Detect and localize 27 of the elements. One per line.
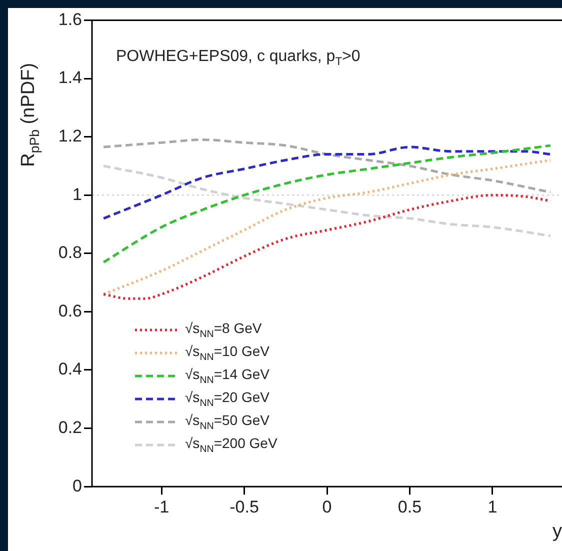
legend-label: √s$_{NN}$=20 GeV bbox=[185, 388, 270, 408]
y-tick-label: 1.6 bbox=[58, 10, 82, 29]
line-series bbox=[102, 146, 552, 220]
legend-label: √s$_{NN}$=50 GeV bbox=[185, 412, 270, 432]
x-tick-label: 0 bbox=[322, 497, 332, 516]
line-series bbox=[102, 158, 552, 296]
annotation: POWHEG+EPS09, c quarks, p$_{T}$>0 bbox=[116, 48, 360, 68]
legend-label: √s$_{NN}$=200 GeV bbox=[185, 434, 278, 454]
y-tick-label: 0 bbox=[72, 476, 82, 496]
x-tick-label: -0.5 bbox=[230, 497, 259, 516]
y-tick-label: 0.2 bbox=[58, 418, 82, 437]
y-tick-label: 1.4 bbox=[58, 68, 82, 88]
y-tick-label: 0.4 bbox=[58, 360, 82, 379]
y-tick-label: 0.8 bbox=[58, 243, 82, 262]
legend-label: √s$_{NN}$=10 GeV bbox=[185, 342, 270, 362]
line-series bbox=[102, 138, 552, 194]
x-tick-label: 0.5 bbox=[398, 497, 422, 516]
y-tick-label: 1 bbox=[72, 184, 82, 204]
y-tick-label: 1.2 bbox=[58, 126, 82, 146]
y-tick-label: 0.6 bbox=[58, 301, 82, 320]
legend-label: √s$_{NN}$=14 GeV bbox=[185, 366, 270, 386]
line-series bbox=[102, 144, 552, 264]
line-series bbox=[102, 194, 552, 300]
legend-label: √s$_{NN}$=8 GeV bbox=[185, 320, 262, 340]
x-axis-title: y bbox=[552, 521, 562, 543]
x-tick-label: -1 bbox=[154, 497, 170, 516]
x-tick-label: 1 bbox=[488, 497, 498, 516]
